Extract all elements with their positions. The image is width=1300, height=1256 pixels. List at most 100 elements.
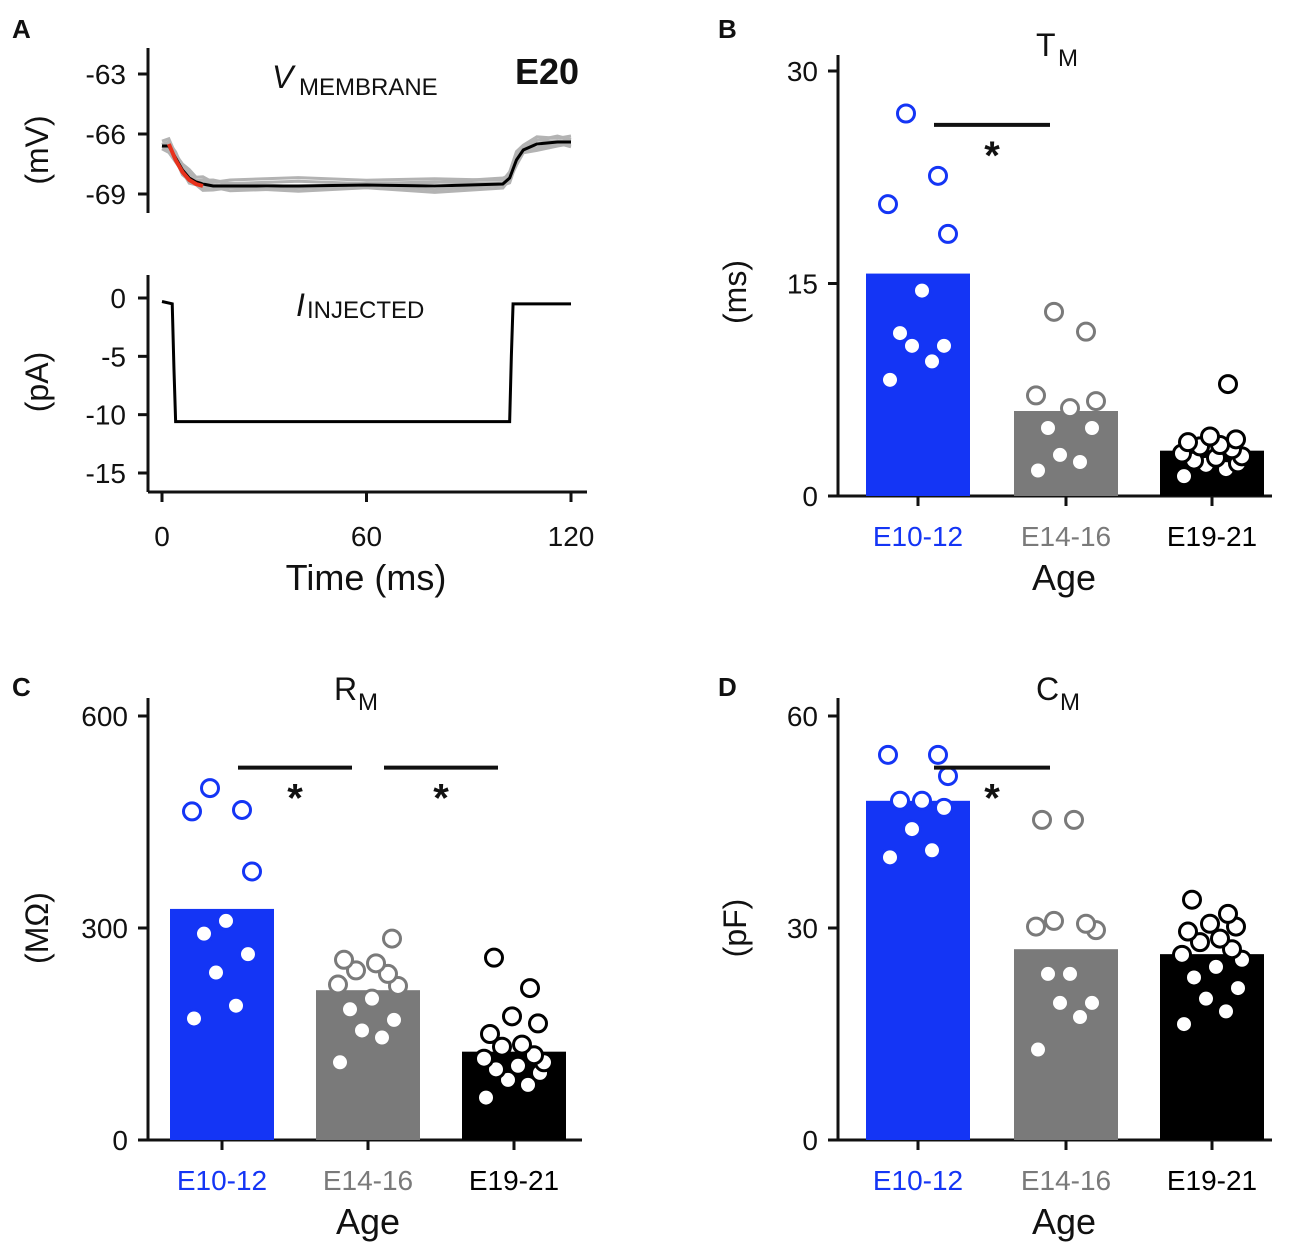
data-point xyxy=(498,1069,518,1090)
tm-y-label: (ms) xyxy=(717,260,753,324)
panel-a-current-plot: I INJECTED (pA) Time (ms) 0 -5 -10 -15 0 60 12… xyxy=(19,275,594,598)
y-tick-label: -10 xyxy=(86,400,126,431)
data-point xyxy=(880,847,900,868)
data-point xyxy=(1226,429,1246,450)
data-point xyxy=(1184,967,1204,988)
data-point xyxy=(1026,916,1046,937)
data-point xyxy=(938,766,958,787)
trial-trace-line xyxy=(161,134,572,184)
current-title-subscript: INJECTED xyxy=(307,297,424,324)
data-point xyxy=(902,819,922,840)
data-point xyxy=(1032,809,1052,830)
bar-e10-12 xyxy=(170,908,274,1140)
voltage-title: V xyxy=(272,59,296,95)
data-point xyxy=(1082,992,1102,1013)
y-tick-label: -63 xyxy=(86,59,126,90)
data-point xyxy=(902,335,922,356)
time-x-label: Time (ms) xyxy=(286,557,447,598)
data-point xyxy=(528,1013,548,1034)
cm-y-label: (pF) xyxy=(717,899,753,958)
panel-letter-d: D xyxy=(718,672,737,702)
data-point xyxy=(1038,963,1058,984)
data-point xyxy=(484,947,504,968)
age-tag: E20 xyxy=(515,51,579,92)
x-tick-label: E10-12 xyxy=(177,1165,267,1196)
data-point xyxy=(334,949,354,970)
data-point xyxy=(1182,889,1202,910)
data-point xyxy=(1200,426,1220,447)
data-point xyxy=(878,194,898,215)
y-tick-label: 15 xyxy=(787,269,818,300)
data-point xyxy=(928,744,948,765)
data-point xyxy=(226,995,246,1016)
data-point xyxy=(1206,956,1226,977)
exponential-fit-line xyxy=(166,143,204,188)
data-point xyxy=(890,323,910,344)
data-point xyxy=(1060,963,1080,984)
data-point xyxy=(934,797,954,818)
data-point xyxy=(1172,944,1192,965)
data-point xyxy=(934,335,954,356)
significance-star: * xyxy=(433,777,449,821)
tm-title-subscript: M xyxy=(1058,45,1078,72)
x-tick-label: E10-12 xyxy=(873,1165,963,1196)
data-point xyxy=(502,1006,522,1027)
y-tick-label: 300 xyxy=(81,913,128,944)
data-point xyxy=(474,1048,494,1069)
data-point xyxy=(1082,418,1102,438)
data-point xyxy=(1218,374,1238,395)
y-tick-label: -66 xyxy=(86,119,126,150)
panel-b-tm-bar-chart: T M (ms) Age 0 15 30 E10-12 E14-16 E19-21 * xyxy=(717,27,1272,598)
panel-c-rm-bar-chart: R M (MΩ) Age 0 300 600 E10-12 E14-16 E19-21 * * xyxy=(19,671,582,1242)
rm-title: R xyxy=(334,671,357,707)
data-point xyxy=(520,978,540,999)
rm-y-label: (MΩ) xyxy=(19,892,55,964)
panel-letter-b: B xyxy=(718,14,737,44)
data-point xyxy=(922,840,942,861)
data-point xyxy=(1060,398,1080,419)
data-point xyxy=(878,744,898,765)
y-tick-label: 30 xyxy=(787,913,818,944)
data-point xyxy=(938,223,958,244)
data-point xyxy=(1178,432,1198,453)
x-tick-label: E10-12 xyxy=(873,521,963,552)
data-point xyxy=(1050,444,1070,465)
significance-star: * xyxy=(984,134,1000,178)
data-point xyxy=(1076,913,1096,934)
y-tick-label: 60 xyxy=(787,701,818,732)
data-point xyxy=(476,1087,496,1108)
data-point xyxy=(346,960,366,981)
panel-a-voltage-plot: V MEMBRANE E20 (mV) -63 -66 -69 xyxy=(19,48,579,213)
data-point xyxy=(328,974,348,995)
data-point xyxy=(1070,1007,1090,1028)
significance-star: * xyxy=(287,777,303,821)
data-point xyxy=(340,999,360,1020)
y-tick-label: -5 xyxy=(101,341,126,372)
rm-title-subscript: M xyxy=(358,689,378,716)
x-tick-label: E19-21 xyxy=(469,1165,559,1196)
panel-d-cm-bar-chart: C M (pF) Age 0 30 60 E10-12 E14-16 E19-21 * xyxy=(717,671,1272,1242)
injected-current-line xyxy=(161,300,571,424)
data-point xyxy=(508,1055,528,1076)
data-point xyxy=(242,861,262,882)
data-point xyxy=(366,953,386,974)
voltage-title-subscript: MEMBRANE xyxy=(299,74,438,101)
data-point xyxy=(382,928,402,949)
x-tick-label: E14-16 xyxy=(323,1165,413,1196)
panel-letter-c: C xyxy=(12,672,31,702)
data-point xyxy=(1210,928,1230,949)
data-point xyxy=(1222,939,1242,960)
data-point xyxy=(232,799,252,820)
x-tick-label: 0 xyxy=(154,521,170,552)
data-point xyxy=(880,369,900,390)
age-x-label: Age xyxy=(1032,1201,1096,1242)
data-point xyxy=(912,280,932,301)
panel-letter-a: A xyxy=(12,14,31,44)
data-point xyxy=(1050,992,1070,1013)
data-point xyxy=(480,1024,500,1044)
data-point xyxy=(1044,910,1064,931)
data-point xyxy=(378,963,398,984)
cm-title: C xyxy=(1036,671,1059,707)
y-tick-label: 600 xyxy=(81,701,128,732)
